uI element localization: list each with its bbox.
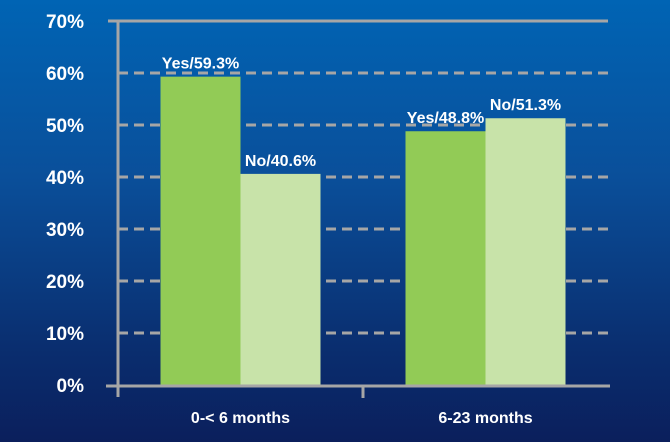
y-tick-label: 20% <box>46 272 84 293</box>
data-label: Yes/59.3% <box>162 56 239 73</box>
y-tick-label: 50% <box>46 116 84 137</box>
y-tick-label: 0% <box>57 376 85 397</box>
y-tick-label: 70% <box>46 12 84 33</box>
bar-no <box>485 118 566 386</box>
data-label: Yes/48.8% <box>407 110 484 127</box>
y-tick-label: 10% <box>46 324 84 345</box>
x-tick-label: 0-< 6 months <box>191 410 290 427</box>
x-tick-label: 6-23 months <box>438 410 532 427</box>
data-label: No/40.6% <box>245 153 316 170</box>
y-tick-label: 30% <box>46 220 84 241</box>
data-label: No/51.3% <box>490 97 561 114</box>
bar-yes <box>405 131 486 385</box>
bar-no <box>240 173 321 385</box>
y-tick-label: 60% <box>46 64 84 85</box>
bar-yes <box>160 76 241 385</box>
y-tick-label: 40% <box>46 168 84 189</box>
